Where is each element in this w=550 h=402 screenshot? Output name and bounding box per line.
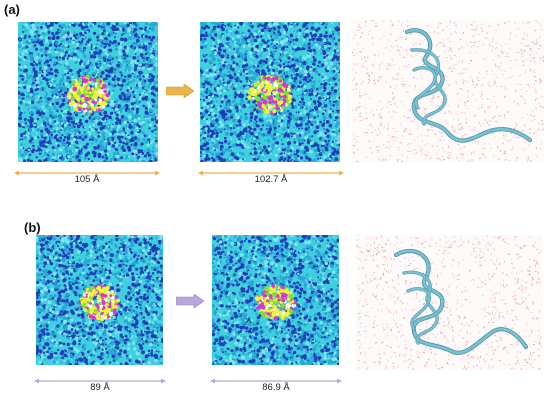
box-size-label: 105 Å bbox=[71, 174, 103, 185]
simulation-box-initial bbox=[36, 235, 163, 365]
protein-structure-view bbox=[352, 20, 544, 162]
panel-label-a: (a) bbox=[4, 2, 20, 17]
box-size-label: 89 Å bbox=[87, 382, 113, 393]
box-size-label: 86.9 Å bbox=[259, 382, 293, 393]
right-arrow-icon bbox=[175, 293, 205, 313]
simulation-box-initial bbox=[18, 22, 158, 162]
box-size-indicator: 105 Å bbox=[14, 170, 160, 185]
panel-label-b: (b) bbox=[24, 220, 41, 235]
simulation-box-equilibrated bbox=[212, 235, 339, 365]
box-size-label: 102.7 Å bbox=[251, 174, 291, 185]
simulation-box-equilibrated bbox=[200, 22, 340, 162]
box-size-indicator: 86.9 Å bbox=[210, 378, 342, 393]
box-size-indicator: 102.7 Å bbox=[198, 170, 344, 185]
protein-structure-view bbox=[356, 235, 542, 370]
box-size-indicator: 89 Å bbox=[34, 378, 166, 393]
right-arrow-icon bbox=[165, 83, 195, 103]
